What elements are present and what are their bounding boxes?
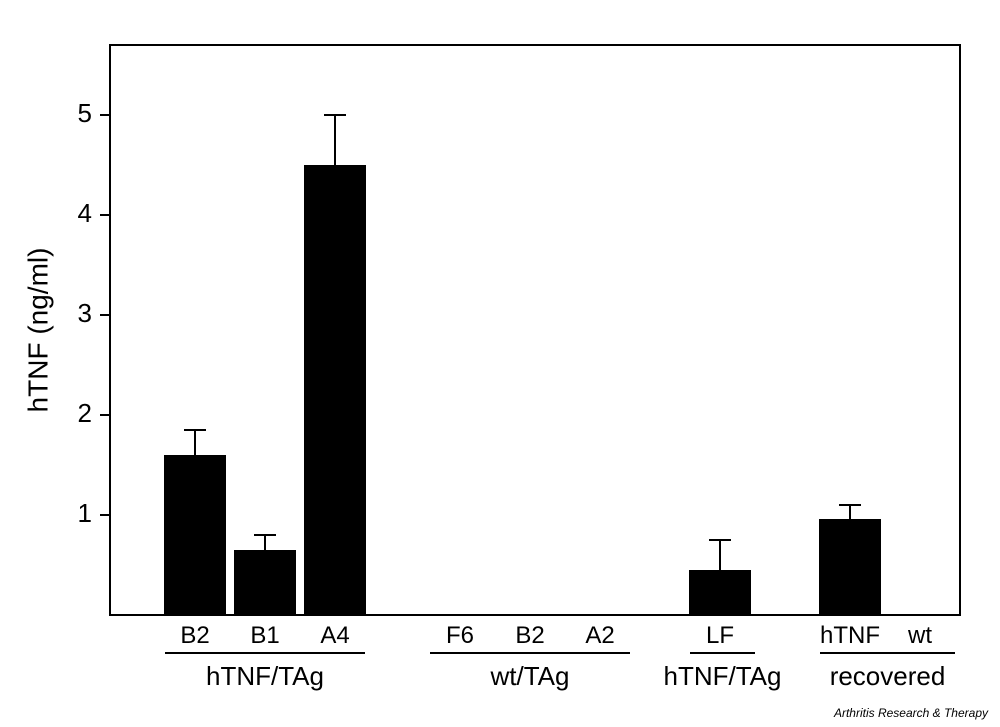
attribution: Arthritis Research & Therapy [833,706,989,720]
bar-label-B2b: B2 [515,622,544,649]
group-label-g1: hTNF/TAg [206,661,324,691]
bar-label-B2: B2 [180,622,209,649]
group-label-g2: wt/TAg [490,661,570,691]
bar-LF [689,570,751,615]
y-tick-label: 4 [78,198,92,228]
bar-B2 [164,455,226,615]
y-tick-label: 2 [78,398,92,428]
group-label-g3: hTNF/TAg [664,661,782,691]
bar-F6 [429,614,491,615]
bar-hTNF [819,519,881,615]
bar-label-A4: A4 [320,622,349,649]
bar-label-LF: LF [706,622,734,649]
group-label-g4: recovered [830,661,946,691]
bar-label-wt: wt [907,622,932,649]
bar-B1 [234,550,296,615]
bar-label-F6: F6 [446,622,474,649]
y-axis-label: hTNF (ng/ml) [22,248,53,413]
bar-label-A2: A2 [585,622,614,649]
bar-A4 [304,165,366,615]
bar-B2b [499,614,561,615]
bar-label-hTNF: hTNF [820,622,880,649]
y-tick-label: 5 [78,98,92,128]
bar-A2 [569,614,631,615]
y-tick-label: 3 [78,298,92,328]
bar-label-B1: B1 [250,622,279,649]
y-tick-label: 1 [78,498,92,528]
bar-wt [889,614,951,615]
